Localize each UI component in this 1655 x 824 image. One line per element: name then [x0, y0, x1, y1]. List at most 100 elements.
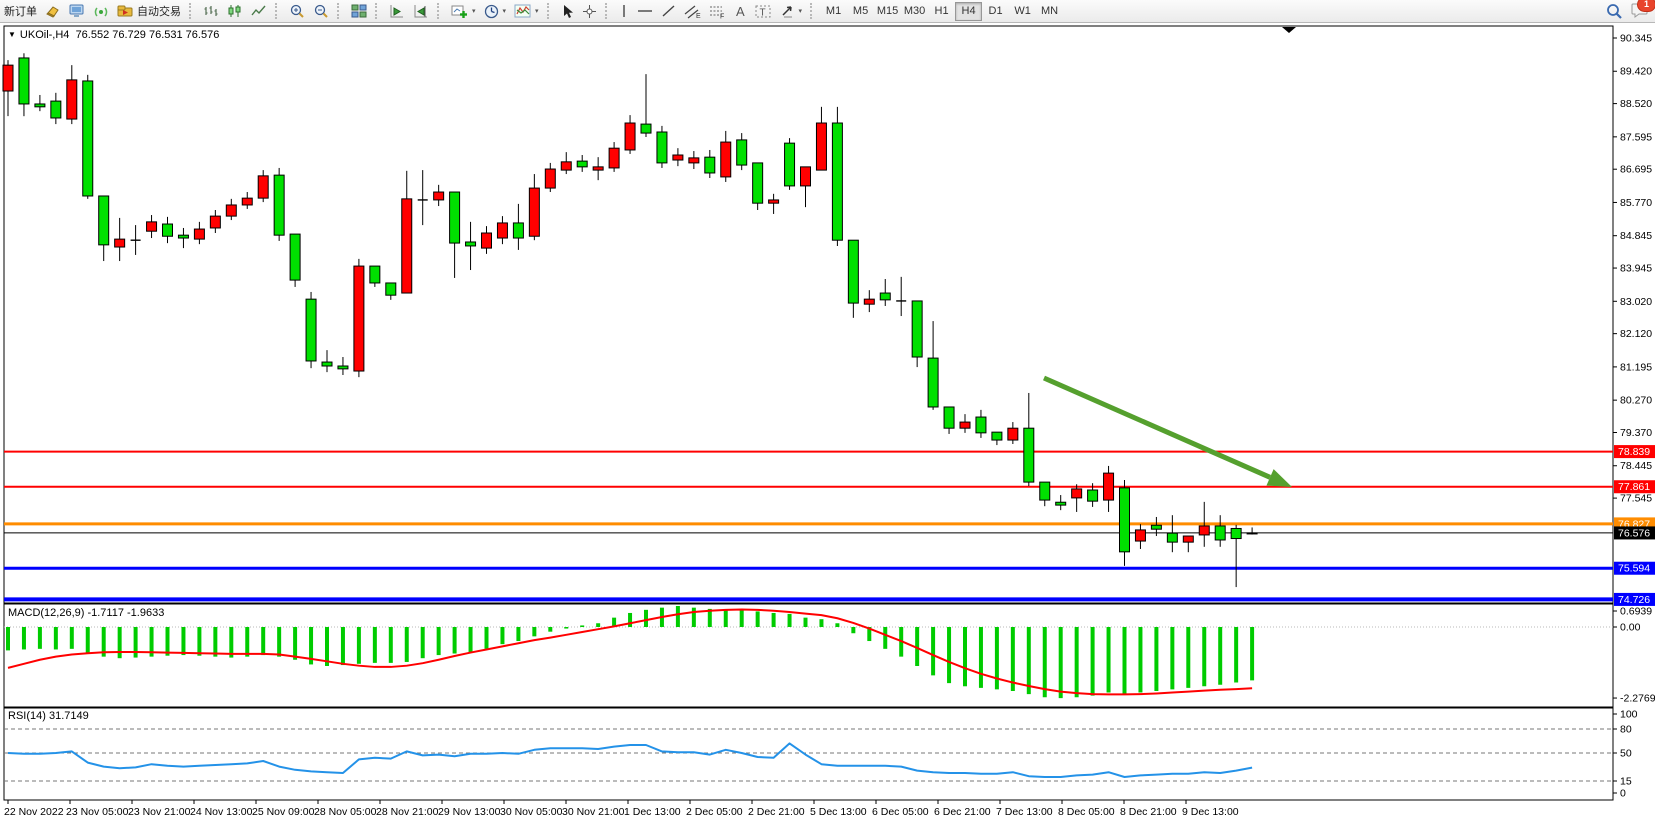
- svg-text:74.726: 74.726: [1618, 594, 1650, 606]
- time-axis-label: 28 Nov 05:00: [314, 806, 377, 818]
- candle-body-down: [289, 233, 301, 281]
- candle-body-down: [975, 416, 987, 434]
- timeframe-button-m5[interactable]: M5: [852, 5, 869, 17]
- candle-body-up: [560, 161, 572, 171]
- chart-shift-marker-icon[interactable]: [1282, 27, 1296, 33]
- toolbar-grip: [337, 3, 344, 19]
- time-axis-label: 23 Nov 05:00: [66, 806, 129, 818]
- macd-tick-label: -2.2769: [1620, 693, 1655, 705]
- rsi-tick-label: 100: [1620, 709, 1638, 721]
- candle-body-down: [321, 361, 333, 367]
- zoom-in-button[interactable]: [285, 1, 309, 21]
- zoom-out-button[interactable]: [309, 1, 333, 21]
- tile-windows-button[interactable]: [347, 1, 371, 21]
- candle-body-down: [1166, 532, 1178, 543]
- trendline-button[interactable]: [657, 1, 680, 21]
- time-axis[interactable]: 22 Nov 2022 23 Nov 05:00 23 Nov 21:00 24 No…: [4, 800, 1239, 818]
- timeframe-button-m30[interactable]: M30: [903, 5, 926, 17]
- candle-body-down: [337, 365, 349, 370]
- metaeditor-button[interactable]: [41, 1, 65, 21]
- periods-button[interactable]: ▾: [480, 1, 511, 21]
- auto-scroll-button[interactable]: [385, 1, 409, 21]
- candle-body-down: [1150, 524, 1162, 530]
- timeframe-button-m15[interactable]: M15: [876, 5, 899, 17]
- candle-body-up: [433, 191, 445, 201]
- candle-body-up: [688, 157, 700, 164]
- line-chart-button[interactable]: [247, 1, 271, 21]
- candle-body-down: [369, 265, 381, 284]
- candlestick-chart-button[interactable]: [223, 1, 247, 21]
- candle-body-up: [608, 147, 620, 169]
- macd-panel: [3, 603, 1614, 708]
- candle-body-up: [672, 154, 684, 161]
- time-axis-label: 22 Nov 2022: [4, 806, 64, 818]
- search-icon[interactable]: [1606, 3, 1623, 20]
- signals-button[interactable]: [89, 1, 113, 21]
- fibonacci-icon: F: [709, 4, 726, 20]
- svg-text:77.861: 77.861: [1618, 481, 1650, 493]
- time-axis-label: 9 Dec 13:00: [1182, 806, 1239, 818]
- crosshair-button[interactable]: [578, 1, 601, 21]
- rsi-tick-label: 15: [1620, 776, 1632, 788]
- candle-body-up: [401, 198, 413, 294]
- text-label-button[interactable]: T: [751, 1, 776, 21]
- notifications-button[interactable]: 1: [1631, 0, 1655, 21]
- time-axis-label: 24 Nov 13:00: [190, 806, 253, 818]
- candle-body-up: [193, 228, 205, 240]
- text-icon: A: [734, 4, 747, 19]
- candle-body-down: [991, 431, 1003, 441]
- price-tick-label: 88.520: [1620, 98, 1652, 110]
- price-tick-label: 86.695: [1620, 164, 1652, 176]
- svg-text:F: F: [720, 13, 724, 19]
- time-axis-label: 2 Dec 21:00: [748, 806, 805, 818]
- candle-body-down: [1039, 481, 1051, 501]
- time-axis-label: 5 Dec 13:00: [810, 806, 867, 818]
- crosshair-icon: [582, 4, 597, 19]
- horizontal-level-lines[interactable]: [4, 450, 1613, 602]
- svg-text:75.594: 75.594: [1618, 563, 1650, 575]
- horizontal-line-button[interactable]: [633, 1, 657, 21]
- autotrading-label: 自动交易: [137, 6, 181, 18]
- price-tick-label: 84.845: [1620, 230, 1652, 242]
- candle-body-up: [1182, 535, 1194, 543]
- timeframe-button-h4[interactable]: H4: [955, 1, 983, 21]
- toolbar-grip: [810, 3, 817, 19]
- vertical-line-button[interactable]: [615, 1, 633, 21]
- timeframe-button-m1[interactable]: M1: [825, 5, 842, 17]
- svg-text:E: E: [696, 13, 701, 19]
- horizontal-line-icon: [637, 4, 653, 18]
- indicators-button[interactable]: ▾: [510, 1, 543, 21]
- equidistant-channel-button[interactable]: E: [680, 1, 705, 21]
- timeframe-button-h1[interactable]: H1: [934, 5, 949, 17]
- toolbar-grip: [604, 3, 612, 19]
- rsi-tick-label: 50: [1620, 748, 1632, 760]
- bar-chart-button[interactable]: [199, 1, 223, 21]
- tile-windows-icon: [351, 4, 367, 18]
- candle-body-down: [34, 103, 46, 108]
- candle-body-up: [1071, 488, 1083, 499]
- timeframe-button-d1[interactable]: D1: [988, 5, 1003, 17]
- cursor-button[interactable]: [557, 1, 578, 21]
- candle-body-down: [512, 222, 524, 239]
- timeframe-button-mn[interactable]: MN: [1041, 5, 1059, 17]
- fibonacci-button[interactable]: F: [705, 1, 730, 21]
- autotrading-button[interactable]: 自动交易: [113, 1, 185, 21]
- terminal-button[interactable]: [65, 1, 89, 21]
- new-order-button[interactable]: 新订单: [0, 1, 41, 21]
- arrows-button[interactable]: ▾: [776, 1, 807, 21]
- toolbar-grip: [189, 3, 196, 19]
- time-axis-label: 25 Nov 09:00: [252, 806, 315, 818]
- channel-icon: E: [684, 4, 701, 20]
- candle-body-down: [449, 191, 461, 244]
- candle-body-up: [528, 187, 540, 237]
- toolbar-right-tools: 1: [1606, 0, 1655, 21]
- new-chart-button[interactable]: ▾: [447, 1, 480, 21]
- candle-body-down: [784, 142, 796, 187]
- text-button[interactable]: A: [730, 1, 751, 21]
- chart-shift-button[interactable]: [409, 1, 433, 21]
- terminal-icon: [69, 4, 85, 18]
- trend-arrow[interactable]: [1042, 375, 1292, 487]
- price-tick-label: 78.445: [1620, 460, 1652, 472]
- timeframe-button-w1[interactable]: W1: [1014, 5, 1031, 17]
